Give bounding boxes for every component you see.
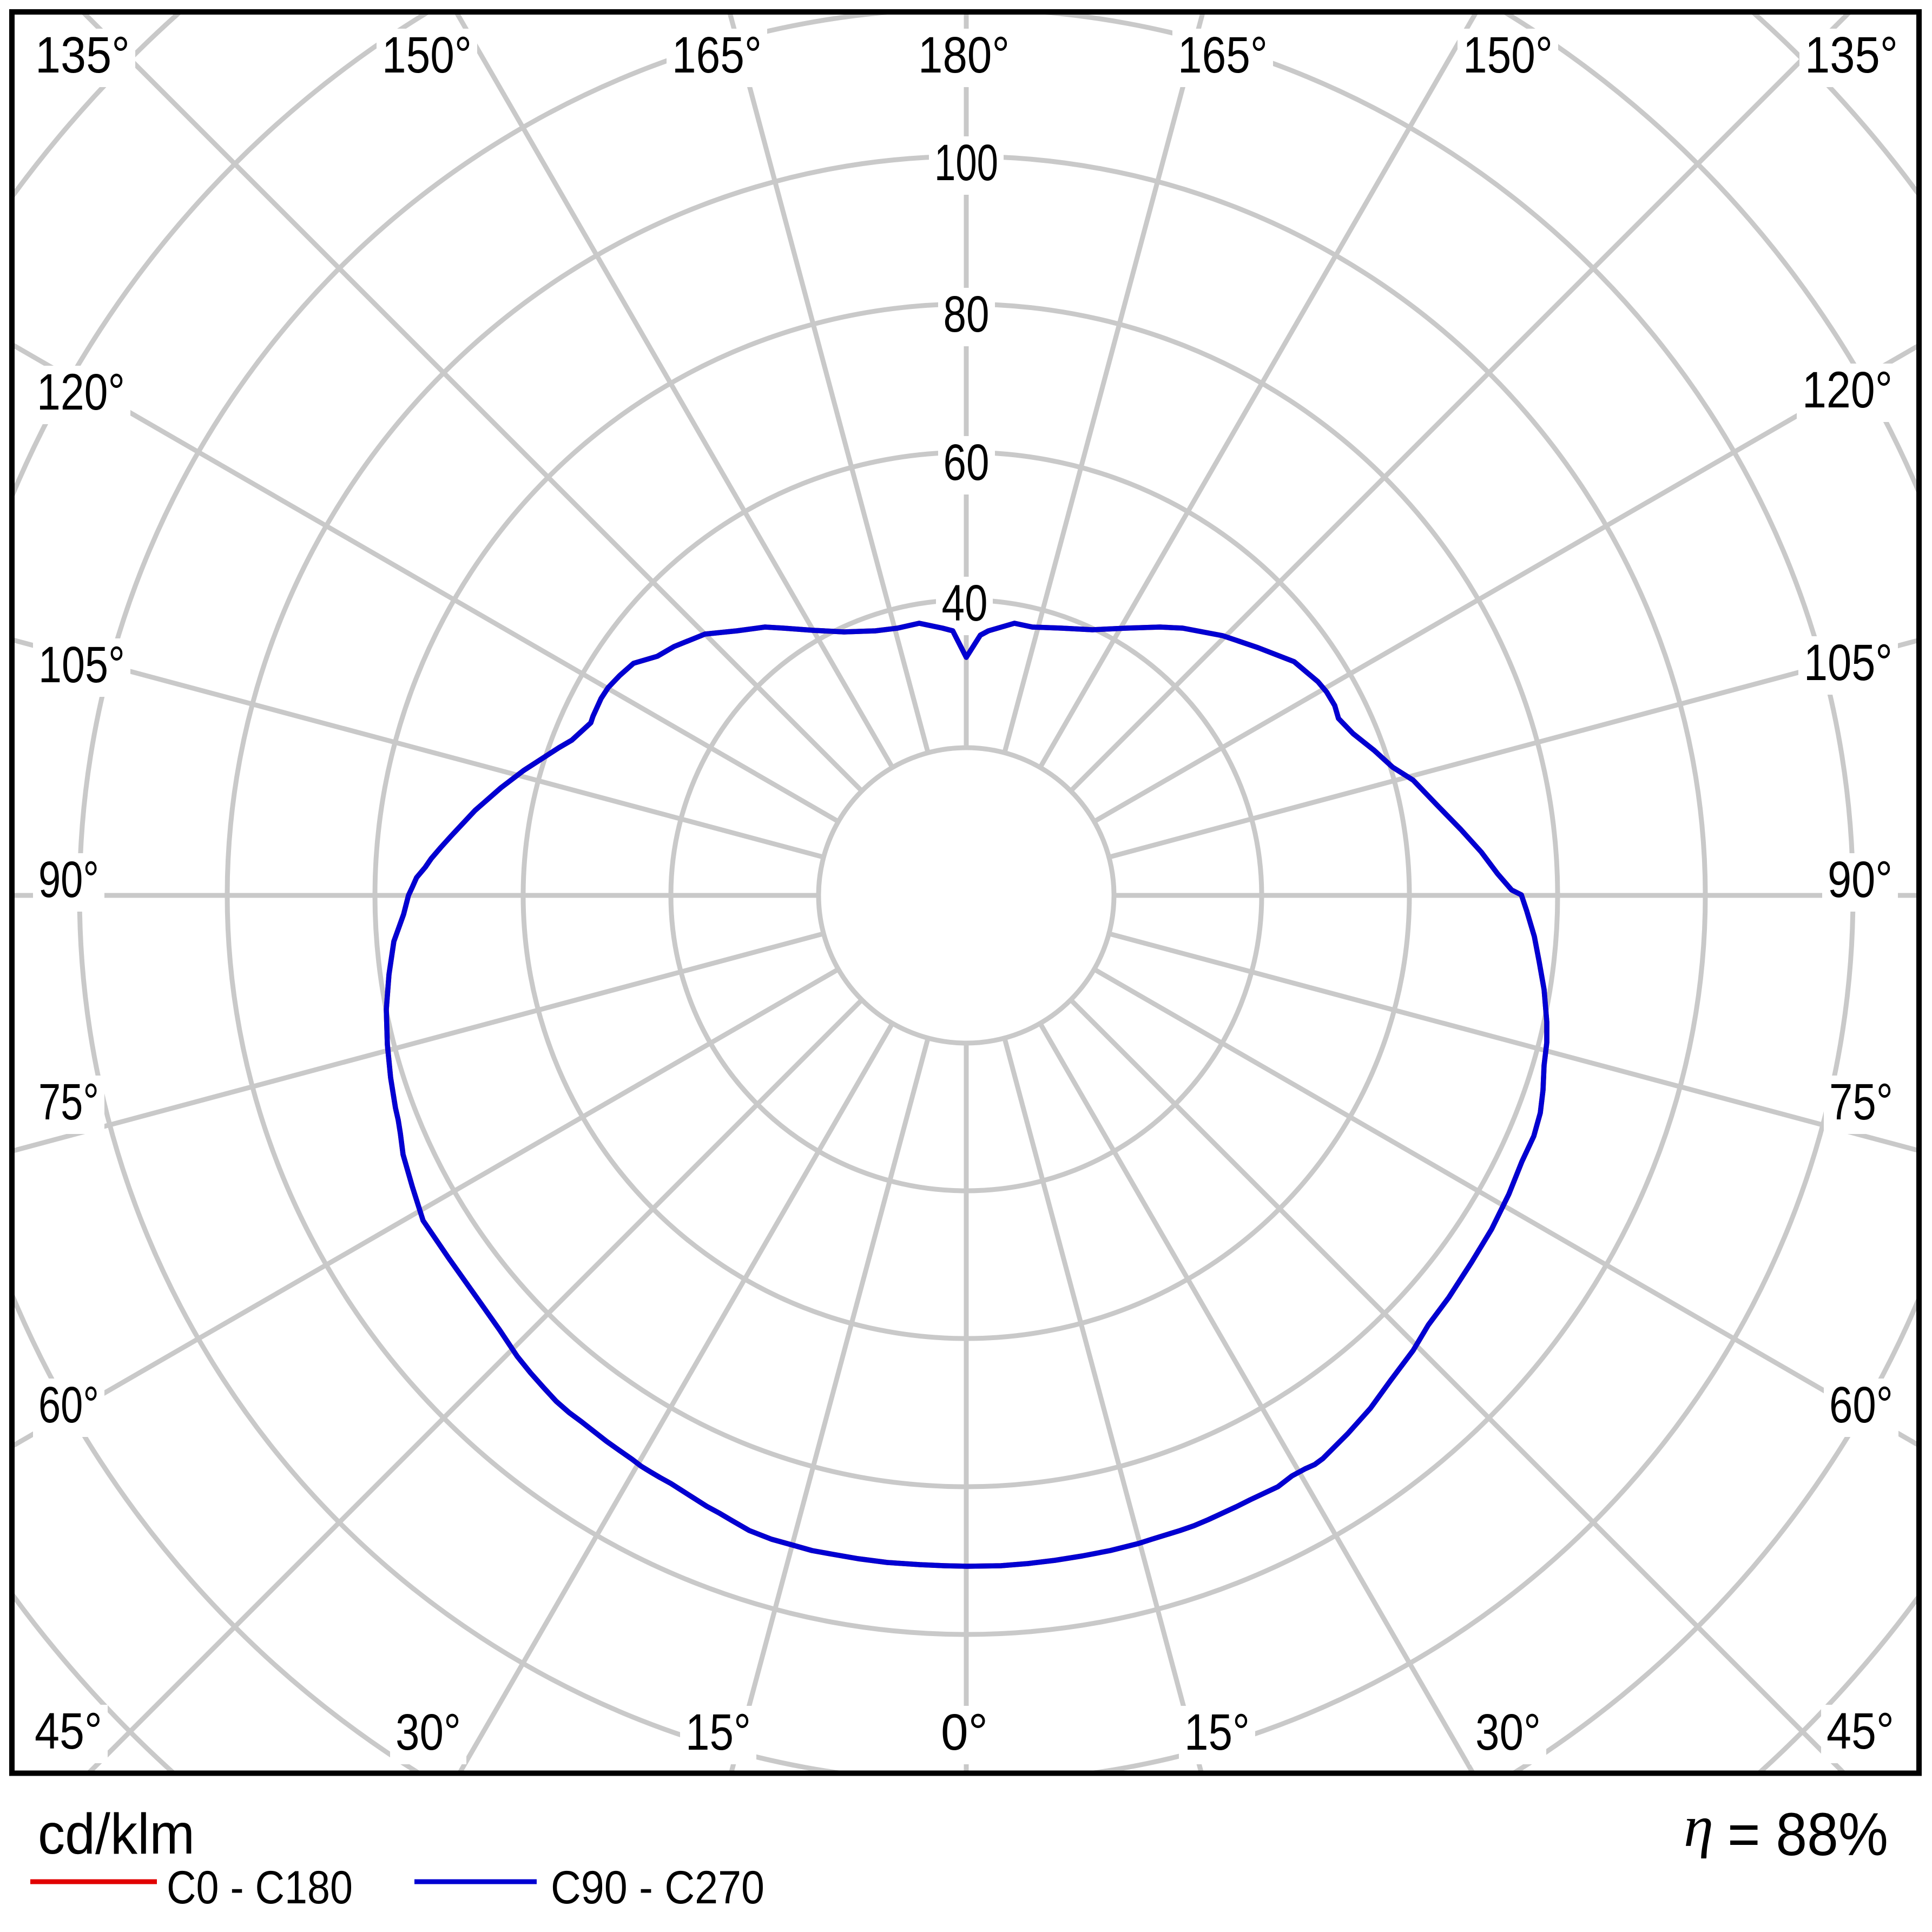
svg-text:105°: 105° [38,636,125,694]
svg-text:η: η [1684,1795,1713,1859]
svg-text:150°: 150° [1463,27,1553,84]
svg-text:30°: 30° [395,1704,461,1761]
svg-text:180°: 180° [918,27,1010,84]
svg-text:45°: 45° [35,1703,102,1760]
svg-text:30°: 30° [1475,1704,1541,1761]
svg-text:90°: 90° [38,851,99,908]
svg-text:0°: 0° [941,1704,988,1761]
svg-text:100: 100 [934,134,998,192]
svg-text:15°: 15° [685,1704,751,1761]
svg-text:135°: 135° [35,27,130,84]
svg-text:165°: 165° [1178,27,1268,84]
svg-text:= 88%: = 88% [1727,1801,1888,1868]
svg-text:45°: 45° [1827,1703,1894,1760]
svg-text:120°: 120° [37,364,125,421]
svg-text:60°: 60° [38,1376,99,1434]
svg-text:150°: 150° [382,27,472,84]
svg-text:165°: 165° [672,27,762,84]
svg-text:15°: 15° [1184,1704,1250,1761]
svg-text:C0 - C180: C0 - C180 [167,1862,353,1914]
svg-text:135°: 135° [1805,27,1898,84]
svg-text:C90 - C270: C90 - C270 [551,1862,764,1914]
svg-text:120°: 120° [1802,361,1893,419]
svg-text:cd/klm: cd/klm [38,1802,195,1866]
svg-text:105°: 105° [1804,634,1893,691]
svg-text:60°: 60° [1829,1376,1893,1434]
svg-text:40: 40 [942,575,988,632]
svg-text:90°: 90° [1828,851,1893,908]
svg-text:60: 60 [944,434,990,491]
svg-text:75°: 75° [38,1073,99,1131]
svg-text:75°: 75° [1829,1073,1893,1131]
svg-text:80: 80 [944,286,990,343]
